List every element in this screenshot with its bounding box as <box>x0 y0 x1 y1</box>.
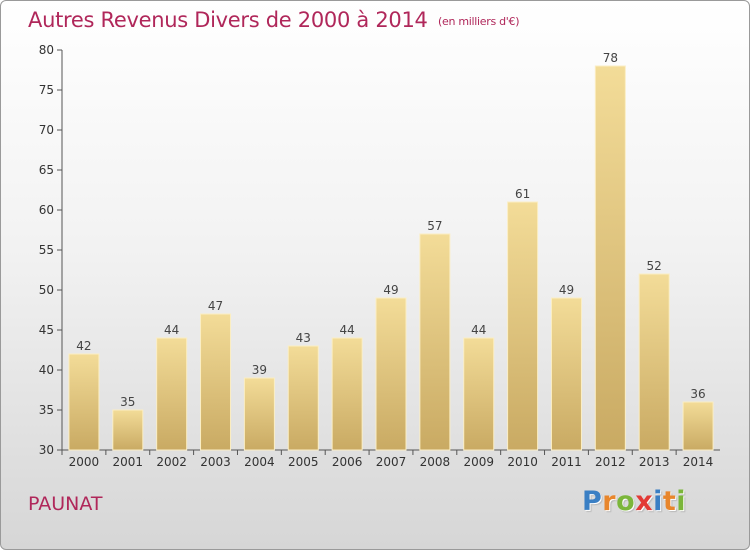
bar <box>68 353 100 451</box>
bar-value-label: 44 <box>339 323 354 337</box>
chart-title-text: Autres Revenus Divers de 2000 à 2014 <box>28 8 428 32</box>
proxiti-logo: Proxiti <box>582 486 686 517</box>
bar-value-label: 78 <box>603 51 618 65</box>
x-tick-label: 2008 <box>420 455 451 469</box>
bar-value-label: 43 <box>296 331 311 345</box>
bar <box>463 337 495 451</box>
y-tick-label: 65 <box>39 163 54 177</box>
x-tick-label: 2007 <box>376 455 407 469</box>
y-tick-label: 30 <box>39 443 54 457</box>
bar-value-label: 35 <box>120 395 135 409</box>
bar <box>200 313 232 451</box>
bar <box>287 345 319 451</box>
bar <box>638 273 670 451</box>
y-tick-label: 75 <box>39 83 54 97</box>
logo-letter: P <box>582 486 603 517</box>
x-tick-label: 2002 <box>156 455 187 469</box>
x-tick-label: 2014 <box>683 455 714 469</box>
town-name: PAUNAT <box>28 493 103 515</box>
logo-letter: t <box>662 486 677 517</box>
bar-value-label: 42 <box>76 339 91 353</box>
x-tick-label: 2004 <box>244 455 275 469</box>
bar <box>112 409 144 451</box>
bar <box>419 233 451 451</box>
y-tick-label: 35 <box>39 403 54 417</box>
logo-letter: r <box>602 486 617 517</box>
logo-letter: x <box>635 486 654 517</box>
bar-value-label: 47 <box>208 299 223 313</box>
x-tick-label: 2011 <box>551 455 582 469</box>
bar-value-label: 36 <box>690 387 705 401</box>
x-tick-label: 2001 <box>113 455 144 469</box>
y-tick-label: 60 <box>39 203 54 217</box>
x-tick-label: 2012 <box>595 455 626 469</box>
bar-value-label: 49 <box>383 283 398 297</box>
bar <box>331 337 363 451</box>
x-tick-label: 2000 <box>69 455 100 469</box>
bar <box>156 337 188 451</box>
bar <box>594 65 626 451</box>
bar-value-label: 44 <box>471 323 486 337</box>
bar <box>550 297 582 451</box>
bar <box>375 297 407 451</box>
y-tick-label: 80 <box>39 43 54 57</box>
bar <box>243 377 275 451</box>
x-tick-label: 2013 <box>639 455 670 469</box>
x-tick-label: 2010 <box>507 455 538 469</box>
x-tick-label: 2009 <box>463 455 494 469</box>
chart-title: Autres Revenus Divers de 2000 à 2014 (en… <box>28 8 519 32</box>
y-tick-label: 40 <box>39 363 54 377</box>
logo-letter: i <box>676 486 687 517</box>
logo-letter: i <box>653 486 663 517</box>
bar <box>507 201 539 451</box>
y-tick-label: 70 <box>39 123 54 137</box>
bar-value-label: 49 <box>559 283 574 297</box>
x-tick-label: 2005 <box>288 455 319 469</box>
bar-value-label: 61 <box>515 187 530 201</box>
y-tick-label: 45 <box>39 323 54 337</box>
x-tick-label: 2006 <box>332 455 363 469</box>
y-tick-label: 55 <box>39 243 54 257</box>
logo-letter: o <box>616 486 636 517</box>
y-tick-label: 50 <box>39 283 54 297</box>
bar <box>682 401 714 451</box>
x-tick-label: 2003 <box>200 455 231 469</box>
chart-unit: (en milliers d'€) <box>438 15 520 28</box>
bar-value-label: 57 <box>427 219 442 233</box>
bar-value-label: 52 <box>647 259 662 273</box>
bar-value-label: 39 <box>252 363 267 377</box>
bar-value-label: 44 <box>164 323 179 337</box>
